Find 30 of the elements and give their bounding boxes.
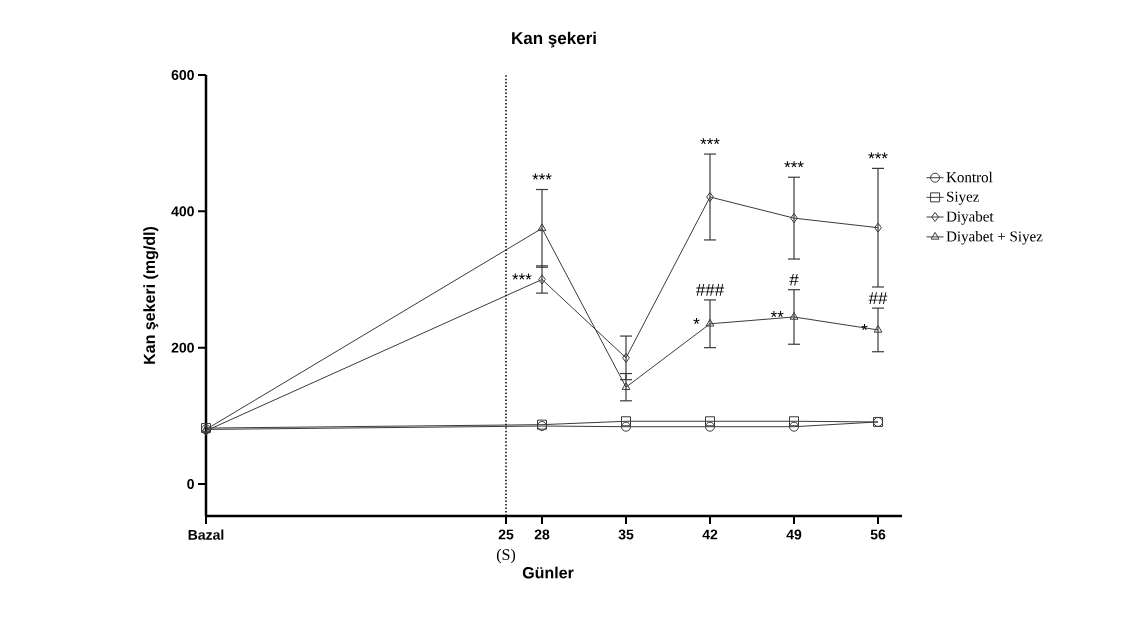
annotation: ***	[700, 138, 720, 145]
x-tick-label: Bazal	[188, 529, 224, 540]
x-tick-label: 49	[786, 529, 802, 540]
annotation: *	[693, 317, 700, 324]
legend-label: Diyabet	[946, 211, 994, 225]
legend-label: Diyabet + Siyez	[946, 230, 1043, 245]
y-tick-label: 400	[171, 206, 194, 217]
x-tick-label: 56	[870, 529, 886, 540]
x-tick-label: 42	[702, 529, 718, 540]
annotation: ***	[868, 152, 888, 159]
y-tick-label: 0	[187, 479, 194, 489]
x-tick-label: 35	[618, 529, 634, 540]
annotation: #	[789, 273, 799, 286]
annotation: *	[861, 324, 868, 331]
y-tick-label: 600	[171, 70, 194, 80]
y-tick-label: 200	[171, 342, 194, 353]
annotation: **	[770, 311, 784, 318]
annotation: ***	[532, 173, 552, 180]
annotation: ###	[695, 284, 725, 296]
chart-title: Kan şekeri	[512, 31, 596, 48]
annotation: ***	[512, 273, 532, 280]
y-axis-title: Kan şekeri (mg/dl)	[143, 226, 159, 364]
legend-label: Kontrol	[946, 171, 993, 183]
legend-label: Siyez	[947, 191, 979, 205]
ref-line-label: (S)	[496, 548, 516, 564]
annotation: ***	[784, 161, 804, 168]
x-tick-label: 28	[534, 529, 550, 540]
x-axis-title: Günler	[522, 566, 574, 579]
x-tick-label: 25	[498, 529, 514, 540]
annotation: ##	[868, 292, 888, 304]
